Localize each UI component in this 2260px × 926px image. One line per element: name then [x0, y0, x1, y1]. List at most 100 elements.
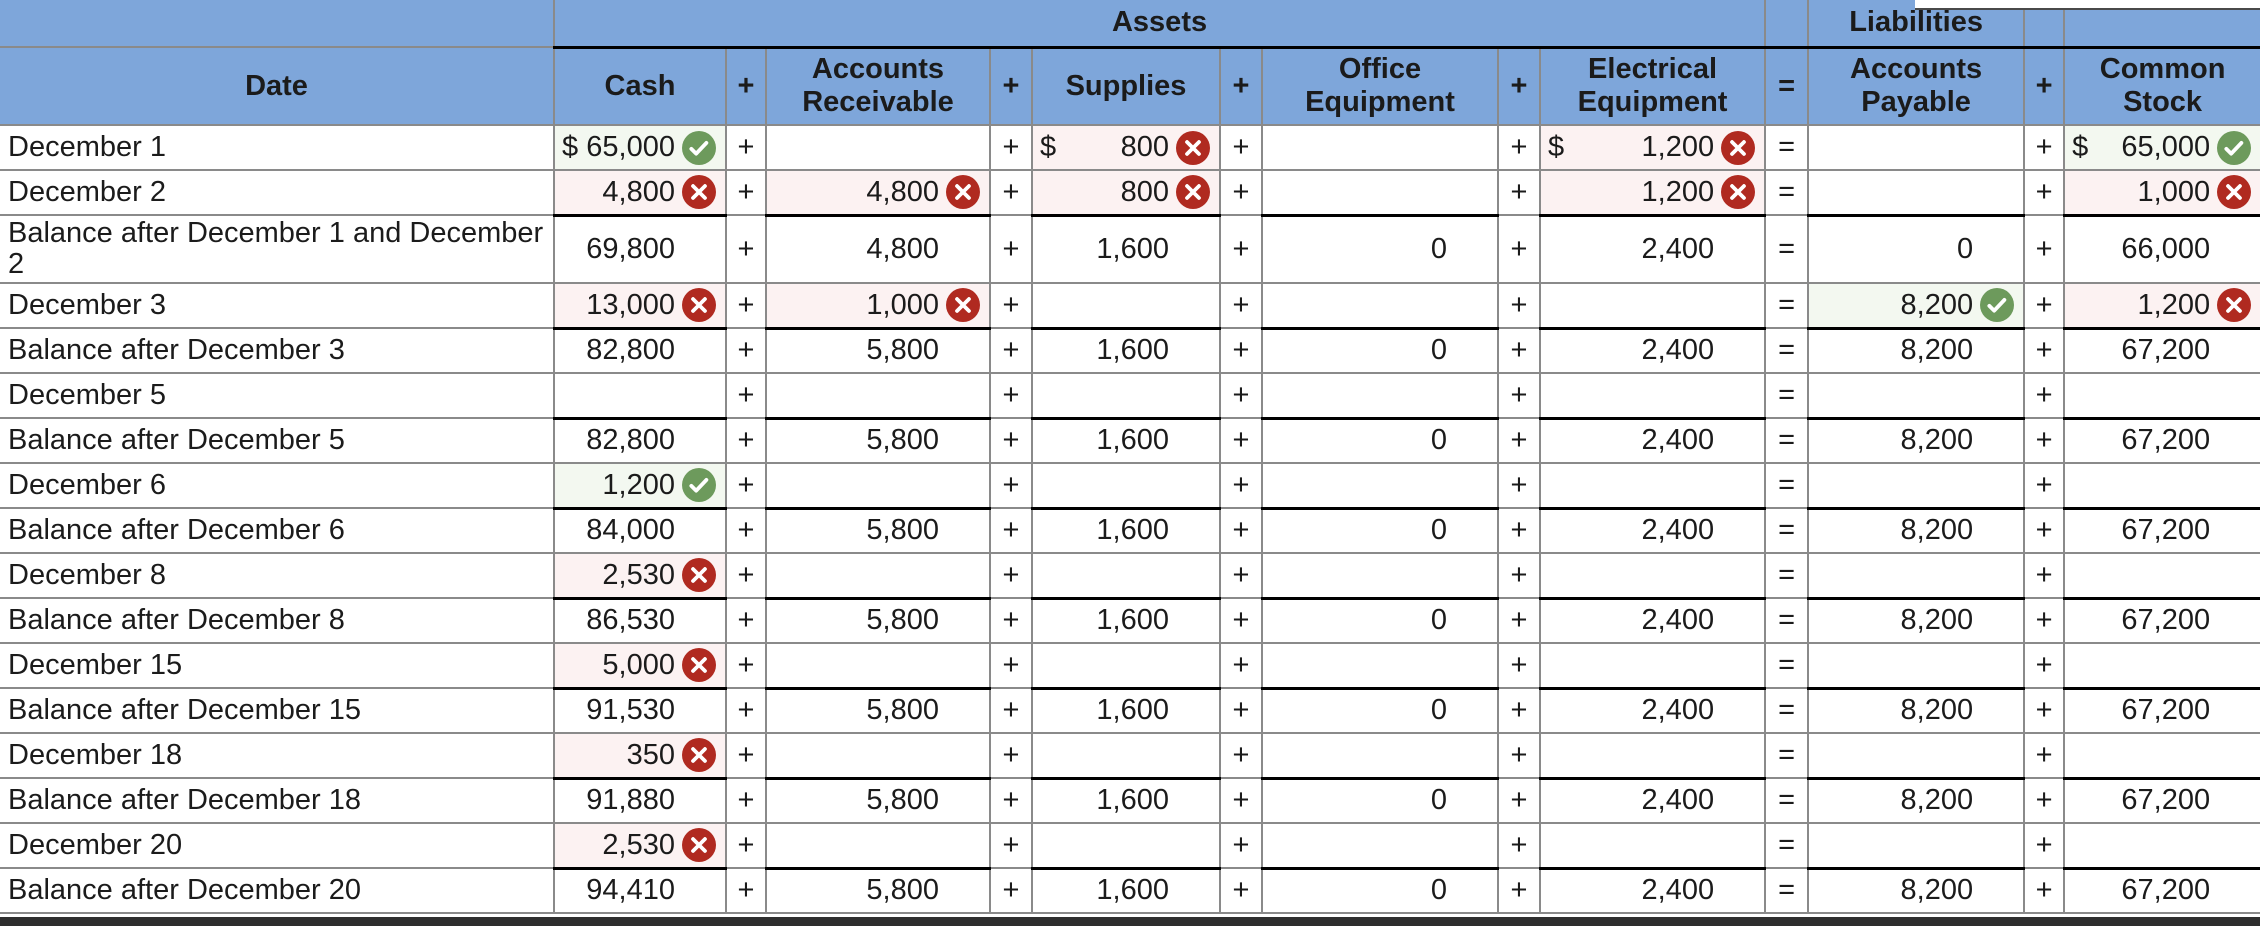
cell-common-stock[interactable]: 67,200 [2063, 327, 2260, 374]
cell-common-stock[interactable]: $65,000 [2063, 124, 2260, 171]
cell-cash[interactable]: 5,000 [553, 642, 727, 690]
cell-common-stock[interactable]: 67,200 [2063, 777, 2260, 824]
cell-common-stock[interactable]: 67,200 [2063, 507, 2260, 554]
cell-accounts-payable[interactable]: 8,200 [1807, 777, 2026, 824]
cell-supplies[interactable]: 800 [1031, 169, 1221, 217]
cell-office-equipment[interactable]: 0 [1261, 777, 1499, 824]
cell-electrical-equipment[interactable]: 2,400 [1538, 327, 1767, 374]
cell-supplies[interactable] [1031, 642, 1221, 690]
cell-accounts-payable[interactable] [1807, 822, 2026, 870]
cell-office-equipment[interactable] [1261, 169, 1499, 217]
cell-accounts-receivable[interactable]: 5,800 [765, 867, 991, 914]
cell-supplies[interactable]: 1,600 [1031, 417, 1221, 464]
cell-electrical-equipment[interactable]: 2,400 [1538, 777, 1767, 824]
cell-accounts-receivable[interactable]: 5,800 [765, 597, 991, 644]
cell-common-stock[interactable]: 1,000 [2063, 169, 2260, 217]
cell-electrical-equipment[interactable]: 2,400 [1538, 687, 1767, 734]
cell-accounts-receivable[interactable] [765, 372, 991, 420]
cell-common-stock[interactable] [2063, 822, 2260, 870]
cell-accounts-receivable[interactable]: 1,000 [765, 282, 991, 330]
cell-accounts-payable[interactable] [1807, 372, 2026, 420]
cell-accounts-payable[interactable] [1807, 124, 2026, 171]
cell-office-equipment[interactable] [1261, 642, 1499, 690]
cell-cash[interactable]: 1,200 [553, 462, 727, 510]
cell-accounts-receivable[interactable]: 4,800 [765, 214, 991, 284]
cell-electrical-equipment[interactable] [1538, 282, 1767, 330]
cell-electrical-equipment[interactable] [1538, 552, 1767, 600]
cell-office-equipment[interactable]: 0 [1261, 417, 1499, 464]
cell-accounts-receivable[interactable]: 5,800 [765, 687, 991, 734]
cell-accounts-payable[interactable] [1807, 732, 2026, 780]
cell-electrical-equipment[interactable] [1538, 732, 1767, 780]
cell-electrical-equipment[interactable] [1538, 462, 1767, 510]
cell-common-stock[interactable]: 67,200 [2063, 417, 2260, 464]
cell-cash[interactable]: 350 [553, 732, 727, 780]
cell-cash[interactable]: 2,530 [553, 822, 727, 870]
cell-supplies[interactable] [1031, 462, 1221, 510]
cell-office-equipment[interactable]: 0 [1261, 867, 1499, 914]
cell-cash[interactable]: 94,410 [553, 867, 727, 914]
cell-accounts-payable[interactable]: 8,200 [1807, 867, 2026, 914]
cell-cash[interactable]: 86,530 [553, 597, 727, 644]
cell-cash[interactable]: 2,530 [553, 552, 727, 600]
cell-electrical-equipment[interactable]: 2,400 [1538, 597, 1767, 644]
cell-common-stock[interactable]: 67,200 [2063, 687, 2260, 734]
cell-supplies[interactable]: 1,600 [1031, 597, 1221, 644]
cell-accounts-payable[interactable] [1807, 552, 2026, 600]
cell-cash[interactable]: 13,000 [553, 282, 727, 330]
cell-accounts-receivable[interactable]: 5,800 [765, 507, 991, 554]
cell-office-equipment[interactable] [1261, 822, 1499, 870]
cell-accounts-payable[interactable]: 8,200 [1807, 597, 2026, 644]
cell-office-equipment[interactable] [1261, 282, 1499, 330]
cell-electrical-equipment[interactable] [1538, 642, 1767, 690]
cell-accounts-receivable[interactable] [765, 642, 991, 690]
cell-cash[interactable]: 82,800 [553, 327, 727, 374]
cell-office-equipment[interactable]: 0 [1261, 214, 1499, 284]
cell-electrical-equipment[interactable]: 2,400 [1538, 867, 1767, 914]
cell-office-equipment[interactable] [1261, 552, 1499, 600]
cell-common-stock[interactable] [2063, 732, 2260, 780]
cell-accounts-receivable[interactable]: 5,800 [765, 417, 991, 464]
cell-electrical-equipment[interactable]: 2,400 [1538, 507, 1767, 554]
cell-accounts-receivable[interactable]: 5,800 [765, 327, 991, 374]
cell-common-stock[interactable] [2063, 642, 2260, 690]
cell-accounts-receivable[interactable] [765, 822, 991, 870]
cell-accounts-payable[interactable] [1807, 462, 2026, 510]
cell-accounts-payable[interactable]: 8,200 [1807, 417, 2026, 464]
cell-common-stock[interactable] [2063, 372, 2260, 420]
cell-supplies[interactable]: 1,600 [1031, 867, 1221, 914]
cell-common-stock[interactable]: 66,000 [2063, 214, 2260, 284]
cell-office-equipment[interactable]: 0 [1261, 687, 1499, 734]
cell-supplies[interactable]: $800 [1031, 124, 1221, 171]
cell-supplies[interactable] [1031, 282, 1221, 330]
cell-office-equipment[interactable]: 0 [1261, 327, 1499, 374]
cell-accounts-receivable[interactable] [765, 462, 991, 510]
cell-office-equipment[interactable] [1261, 124, 1499, 171]
cell-supplies[interactable]: 1,600 [1031, 214, 1221, 284]
cell-cash[interactable]: 4,800 [553, 169, 727, 217]
cell-accounts-receivable[interactable]: 5,800 [765, 777, 991, 824]
cell-common-stock[interactable] [2063, 552, 2260, 600]
cell-cash[interactable]: 91,530 [553, 687, 727, 734]
cell-accounts-receivable[interactable] [765, 124, 991, 171]
cell-electrical-equipment[interactable]: $1,200 [1538, 124, 1767, 171]
cell-accounts-payable[interactable]: 8,200 [1807, 507, 2026, 554]
cell-office-equipment[interactable] [1261, 462, 1499, 510]
cell-supplies[interactable]: 1,600 [1031, 327, 1221, 374]
cell-cash[interactable]: 91,880 [553, 777, 727, 824]
cell-supplies[interactable] [1031, 372, 1221, 420]
cell-cash[interactable]: 69,800 [553, 214, 727, 284]
cell-electrical-equipment[interactable]: 2,400 [1538, 214, 1767, 284]
cell-electrical-equipment[interactable]: 1,200 [1538, 169, 1767, 217]
cell-cash[interactable]: 84,000 [553, 507, 727, 554]
cell-cash[interactable]: $65,000 [553, 124, 727, 171]
cell-cash[interactable]: 82,800 [553, 417, 727, 464]
cell-accounts-payable[interactable] [1807, 169, 2026, 217]
cell-electrical-equipment[interactable] [1538, 372, 1767, 420]
cell-supplies[interactable] [1031, 822, 1221, 870]
cell-accounts-payable[interactable]: 0 [1807, 214, 2026, 284]
cell-supplies[interactable] [1031, 732, 1221, 780]
cell-accounts-payable[interactable]: 8,200 [1807, 687, 2026, 734]
cell-electrical-equipment[interactable]: 2,400 [1538, 417, 1767, 464]
cell-accounts-receivable[interactable]: 4,800 [765, 169, 991, 217]
